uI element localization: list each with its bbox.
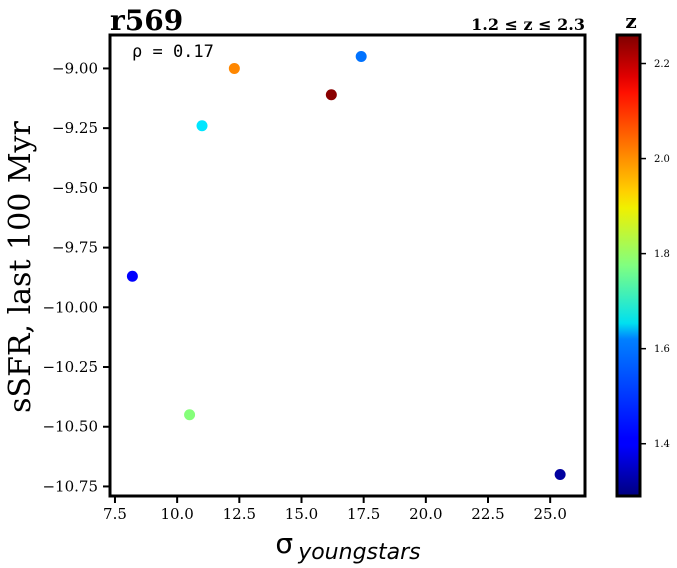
rho-annotation: ρ = 0.17: [132, 42, 214, 62]
x-axis-label-symbol: σ: [275, 527, 293, 560]
data-point: [228, 62, 240, 74]
y-tick-label: −10.50: [42, 418, 98, 436]
chart-title: r569: [110, 4, 183, 37]
x-tick-label: 17.5: [347, 505, 380, 523]
x-tick-label: 25.0: [533, 505, 566, 523]
x-tick-label: 12.5: [223, 505, 256, 523]
x-tick-label: 10.0: [160, 505, 193, 523]
x-axis-ticks: 7.5 10.0 12.5 15.0 17.5 20.0 22.5 25.0: [103, 496, 567, 523]
y-tick-label: −10.75: [42, 477, 98, 495]
colorbar-tick-label: 1.6: [654, 344, 670, 355]
y-tick-label: −9.25: [52, 119, 98, 137]
y-tick-label: −10.25: [42, 358, 98, 376]
data-point: [126, 270, 138, 282]
data-point: [196, 120, 208, 132]
x-tick-label: 7.5: [103, 505, 127, 523]
colorbar: [615, 33, 642, 498]
x-tick-label: 15.0: [285, 505, 318, 523]
data-point: [184, 409, 196, 421]
colorbar-tick-label: 2.2: [654, 59, 670, 70]
data-point: [325, 89, 337, 101]
colorbar-ticks: 1.4 1.6 1.8 2.0 2.2: [640, 59, 670, 450]
colorbar-tick-label: 1.4: [654, 439, 670, 450]
x-axis-label: σ youngstars: [275, 527, 420, 565]
colorbar-tick-label: 1.8: [654, 249, 670, 260]
y-tick-label: −9.00: [52, 59, 98, 77]
colorbar-label: z: [625, 9, 636, 33]
x-tick-label: 20.0: [409, 505, 442, 523]
y-tick-label: −10.00: [42, 298, 98, 316]
colorbar-tick-label: 2.0: [654, 154, 670, 165]
chart-subtitle: 1.2 ≤ z ≤ 2.3: [471, 15, 585, 34]
x-tick-label: 22.5: [471, 505, 504, 523]
y-tick-label: −9.50: [52, 179, 98, 197]
y-axis-ticks: −9.00 −9.25 −9.50 −9.75 −10.00 −10.25 −10.50 −1…: [42, 59, 110, 495]
y-axis-label: sSFR, last 100 Myr: [3, 120, 38, 412]
data-points: [126, 50, 566, 481]
data-point: [554, 469, 566, 481]
x-axis-label-subscript: youngstars: [297, 540, 420, 565]
plot-frame: [108, 33, 587, 498]
y-tick-label: −9.75: [52, 239, 98, 257]
data-point: [355, 50, 367, 62]
